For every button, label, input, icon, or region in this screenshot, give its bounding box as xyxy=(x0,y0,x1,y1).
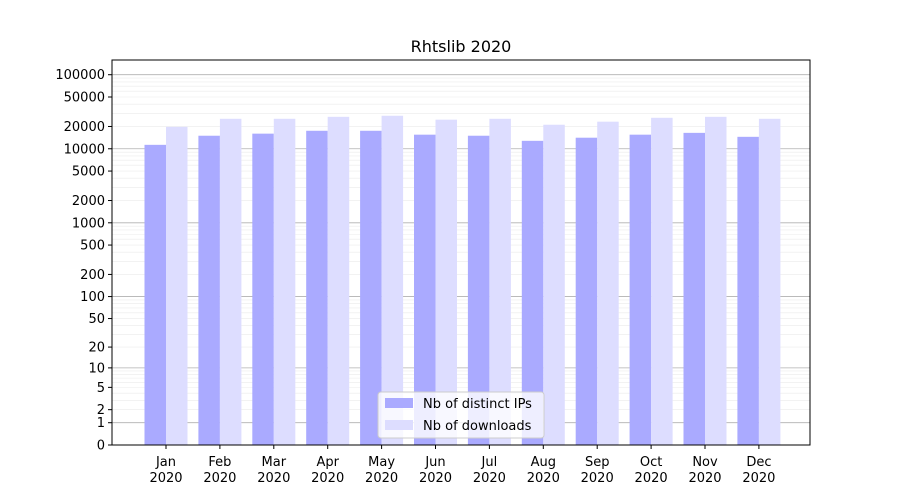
bar-downloads xyxy=(327,116,350,445)
legend-box xyxy=(377,391,545,439)
x-tick-label: 2020 xyxy=(365,471,398,486)
bar-distinct-ips xyxy=(737,136,759,445)
bar-downloads xyxy=(758,118,781,446)
x-tick-label: 2020 xyxy=(635,471,668,486)
y-tick-label: 10000 xyxy=(64,142,105,157)
y-tick-label: 200 xyxy=(80,268,105,283)
x-tick-label: 2020 xyxy=(203,471,236,486)
bar-downloads xyxy=(597,121,619,445)
bar-downloads xyxy=(381,115,404,445)
y-tick-label: 500 xyxy=(80,239,105,254)
y-tick-label: 1 xyxy=(97,416,105,431)
bar-distinct-ips xyxy=(144,144,166,445)
x-tick-label: 2020 xyxy=(688,471,721,486)
x-tick-label: Oct xyxy=(640,455,662,470)
x-tick-label: Mar xyxy=(262,455,287,470)
x-tick-label: Jul xyxy=(481,455,498,470)
legend-swatch-ips xyxy=(385,398,413,408)
bar-distinct-ips xyxy=(575,137,598,445)
x-tick-label: Feb xyxy=(208,455,231,470)
bar-distinct-ips xyxy=(467,135,490,445)
x-tick-label: May xyxy=(368,455,395,470)
bar-downloads xyxy=(273,118,296,446)
y-tick-label: 20 xyxy=(88,341,105,356)
bar-downloads xyxy=(435,119,457,445)
bar-downloads xyxy=(489,118,511,446)
x-tick-label: Aug xyxy=(531,455,556,470)
y-tick-label: 2000 xyxy=(72,194,105,209)
bar-downloads xyxy=(651,117,673,445)
bar-distinct-ips xyxy=(360,130,382,445)
plot-frame xyxy=(111,59,811,446)
y-tick-label: 5000 xyxy=(72,165,105,180)
legend-swatch-downloads xyxy=(385,420,413,430)
x-tick-label: 2020 xyxy=(473,471,506,486)
x-tick-label: Dec xyxy=(746,455,771,470)
bar-distinct-ips xyxy=(629,134,652,445)
bar-distinct-ips xyxy=(414,134,436,445)
y-tick-label: 5 xyxy=(97,381,105,396)
bar-distinct-ips xyxy=(252,133,274,445)
y-tick-label: 1000 xyxy=(72,216,105,231)
x-tick-label: Jan xyxy=(155,455,176,470)
x-tick-label: 2020 xyxy=(149,471,182,486)
legend-label-downloads: Nb of downloads xyxy=(423,419,532,434)
y-tick-label: 0 xyxy=(97,439,105,454)
bar-distinct-ips xyxy=(683,132,705,445)
bar-distinct-ips xyxy=(198,135,220,445)
bar-downloads xyxy=(166,126,188,446)
x-tick-label: 2020 xyxy=(419,471,452,486)
bar-distinct-ips xyxy=(521,140,544,446)
chart-title: Rhtslib 2020 xyxy=(411,37,512,56)
bar-downloads xyxy=(705,116,727,445)
y-tick-label: 100 xyxy=(80,290,105,305)
x-tick-label: 2020 xyxy=(311,471,344,486)
legend: Nb of distinct IPs Nb of downloads xyxy=(377,391,545,439)
y-tick-label: 100000 xyxy=(55,68,105,83)
bar-downloads xyxy=(219,118,242,446)
x-tick-label: 2020 xyxy=(742,471,775,486)
y-tick-label: 50 xyxy=(88,312,105,327)
x-tick-label: Sep xyxy=(585,455,610,470)
y-tick-label: 10 xyxy=(88,361,105,376)
y-tick-label: 50000 xyxy=(64,91,105,106)
x-tick-label: 2020 xyxy=(257,471,290,486)
legend-label-ips: Nb of distinct IPs xyxy=(423,397,532,412)
y-tick-label: 20000 xyxy=(64,120,105,135)
bars xyxy=(144,115,781,446)
y-tick-label: 2 xyxy=(97,403,105,418)
x-axis: Jan2020Feb2020Mar2020Apr2020May2020Jun20… xyxy=(149,445,775,486)
bar-downloads xyxy=(543,124,565,446)
x-tick-label: Nov xyxy=(692,455,718,470)
x-tick-label: Jun xyxy=(424,455,445,470)
x-tick-label: Apr xyxy=(316,455,339,470)
bar-distinct-ips xyxy=(306,130,328,445)
y-axis: 0 12 5 10 20 50 100 200 500 1000 2000 5000 10000 2000… xyxy=(55,68,112,454)
x-tick-label: 2020 xyxy=(581,471,614,486)
x-tick-label: 2020 xyxy=(527,471,560,486)
